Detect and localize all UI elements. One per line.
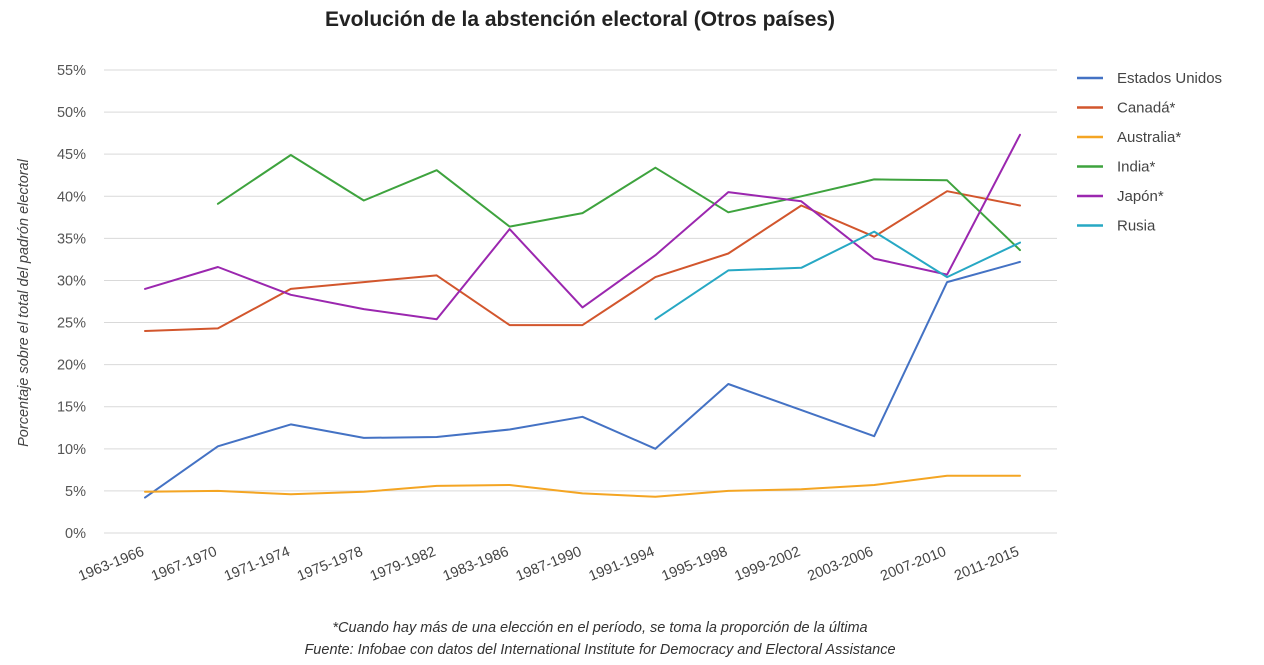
series-line — [144, 190, 1021, 332]
y-tick-label: 30% — [57, 273, 86, 289]
x-tick-label: 1971-1974 — [222, 544, 292, 585]
x-tick-label: 1999-2002 — [732, 544, 802, 585]
y-tick-label: 35% — [57, 231, 86, 247]
legend-label: Japón* — [1117, 188, 1164, 205]
y-tick-label: 55% — [57, 63, 86, 79]
x-tick-label: 2011-2015 — [952, 544, 1021, 584]
legend-label: Estados Unidos — [1117, 70, 1222, 87]
x-tick-labels: 1963-1966 1967-1970 1971-1974 1975-1978 1979… — [76, 544, 1021, 585]
y-tick-label: 25% — [57, 316, 86, 332]
series-line — [144, 133, 1021, 321]
series-lines — [144, 133, 1021, 499]
x-tick-label: 1967-1970 — [149, 544, 219, 585]
x-tick-label: 1963-1966 — [76, 544, 146, 585]
y-tick-label: 5% — [65, 484, 86, 500]
y-tick-label: 40% — [57, 189, 86, 205]
x-tick-label: 1979-1982 — [368, 544, 438, 585]
series-line — [144, 474, 1021, 498]
series-line — [654, 230, 1021, 321]
series-line — [216, 154, 1021, 252]
legend-label: India* — [1117, 159, 1156, 176]
series-line — [144, 260, 1021, 499]
gridlines — [104, 69, 1057, 534]
y-tick-label: 50% — [57, 105, 86, 121]
legend: Estados Unidos Canadá* Australia* India* Jap… — [1077, 70, 1222, 235]
source-note: Fuente: Infobae con datos del Internatio… — [304, 642, 896, 658]
x-tick-label: 1987-1990 — [514, 544, 584, 585]
x-tick-label: 1975-1978 — [295, 544, 365, 585]
x-tick-label: 1991-1994 — [587, 544, 657, 585]
footnote: *Cuando hay más de una elección en el pe… — [332, 620, 868, 636]
x-tick-label: 1983-1986 — [441, 544, 511, 585]
legend-label: Australia* — [1117, 129, 1181, 146]
y-tick-label: 10% — [57, 442, 86, 458]
y-axis-label: Porcentaje sobre el total del padrón ele… — [16, 158, 32, 447]
chart-title: Evolución de la abstención electoral (Ot… — [325, 8, 835, 31]
x-tick-label: 1995-1998 — [660, 544, 730, 585]
x-tick-label: 2003-2006 — [805, 544, 875, 585]
legend-label: Canadá* — [1117, 100, 1176, 117]
y-tick-label: 0% — [65, 526, 86, 542]
legend-label: Rusia — [1117, 218, 1156, 235]
y-tick-label: 45% — [57, 147, 86, 163]
y-tick-label: 20% — [57, 358, 86, 374]
y-tick-label: 15% — [57, 400, 86, 416]
x-tick-label: 2007-2010 — [878, 544, 948, 585]
y-tick-labels: 0% 5% 10% 15% 20% 25% 30% 35% 40% 45% 50% 55% — [57, 63, 86, 542]
